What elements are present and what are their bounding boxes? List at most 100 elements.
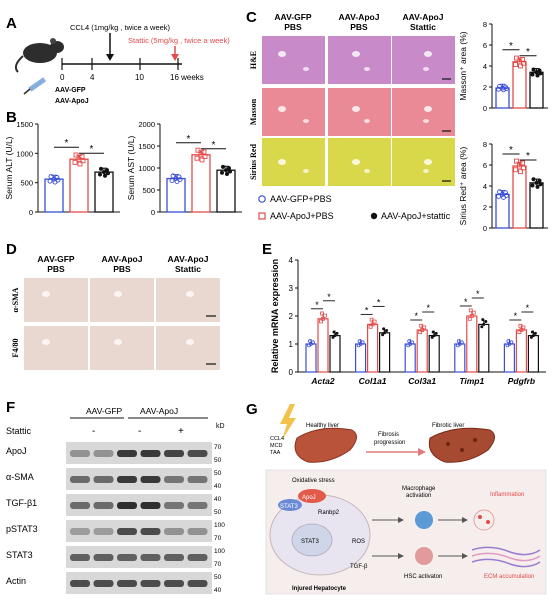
bar-aav-apoj-pbs [512,61,527,109]
inflammation-label: Inflammation [490,492,524,498]
sig-star: * [65,138,69,149]
data-point [407,339,412,344]
macrophage-icon [415,511,433,529]
tgfb-label: TGF-β [350,564,368,570]
sig-star: * [365,305,369,315]
data-point [432,334,436,338]
y-tick-label: 0 [151,208,155,217]
data-point [514,158,519,164]
healthy-liver-icon [294,427,357,463]
ranbp2-label: Ranbp2 [318,510,340,516]
histology-image [262,88,325,136]
data-point [533,331,537,335]
data-point [195,147,201,153]
y-tick-label: 4 [483,62,487,71]
data-point [530,72,535,77]
data-point [531,67,536,72]
vessel [303,67,309,71]
sig-star: * [526,47,530,58]
histology-image [392,138,455,186]
data-point [431,330,435,334]
blot-band [164,528,184,535]
row-label-f4-80: F4/80 [11,338,20,357]
data-point [194,155,200,161]
panel-f: F AAV-GFP AAV-ApoJ Stattic - - + kD ApoJ 70 50 α-S… [6,399,225,594]
data-point [518,323,523,328]
data-point [504,86,509,92]
data-point [497,189,502,195]
column-header-sub-1: PBS [350,22,368,32]
y-axis-label: Masson⁺ area (%) [458,31,468,100]
data-point [227,166,231,171]
marker-lower: 40 [214,587,222,594]
vessel [424,159,432,165]
stattic-sign-0: - [92,426,95,437]
data-point [323,313,327,318]
ihc-image [90,326,154,370]
data-point [357,339,362,344]
bar-aav-apoj-stattic [529,71,544,109]
stat3-node-icon [278,499,302,511]
vessel [423,119,429,123]
data-point [469,314,474,318]
histology-image [392,36,455,84]
sig-star: * [476,289,480,299]
vessel [352,106,360,112]
fibrotic-liver-label: Fibrotic liver [432,423,464,429]
histology-image [262,138,325,186]
vessel [352,159,360,165]
data-point [228,169,232,174]
data-point [331,335,335,339]
blot-strip [66,520,212,542]
stattic-label: Stattic (5mg/kg , twice a week) [128,36,230,45]
blot-band [164,502,184,509]
vessel [423,67,429,71]
data-point [517,330,522,335]
blot-band [187,580,208,587]
blot-strip [66,468,212,490]
blot-band [187,554,208,561]
blot-band [70,580,90,587]
y-tick-label: 500 [20,179,33,188]
ros-label: ROS [352,539,365,545]
injection-gfp-label: AAV-GFP [55,87,86,94]
data-point [513,62,518,68]
marker-lower: 70 [214,535,222,542]
bar-acta2-0 [305,343,317,373]
x-tick-label-timp1: Timp1 [459,376,484,386]
inflammation-icon [473,509,495,531]
legend-label-apoj: AAV-ApoJ+PBS [270,211,334,221]
data-point [534,180,539,185]
data-point [320,311,324,316]
blot-band [70,476,90,483]
y-tick-label: 1500 [16,120,33,129]
bar-col1a1-1 [367,323,379,373]
data-point [308,339,312,344]
legend-label-stattic: AAV-ApoJ+stattic [381,211,451,221]
data-point [202,154,208,159]
histology-image [328,36,391,84]
progression-label-1: Fibrosis [378,432,399,438]
bar-aav-apoj-stattic [94,171,114,213]
group-label-apoj: AAV-ApoJ [140,406,178,416]
data-point [319,319,323,324]
vessel [424,106,432,112]
y-tick-label: 3 [289,284,294,293]
blot-band [187,450,208,457]
panel-label-g: G [246,401,258,418]
vessel [303,169,309,173]
kd-label: kD [216,423,225,430]
macrophage-label-2: activation [406,493,431,499]
blot-band [140,528,161,535]
marker-upper: 50 [214,470,222,477]
legend-label-gfp: AAV-GFP+PBS [270,194,332,204]
blot-band [93,554,114,561]
sig-star: * [509,41,513,52]
data-point [221,164,225,169]
group-label-gfp: AAV-GFP [86,406,123,416]
data-point [420,328,425,332]
data-point [321,316,325,321]
syringe-icon [23,77,47,95]
